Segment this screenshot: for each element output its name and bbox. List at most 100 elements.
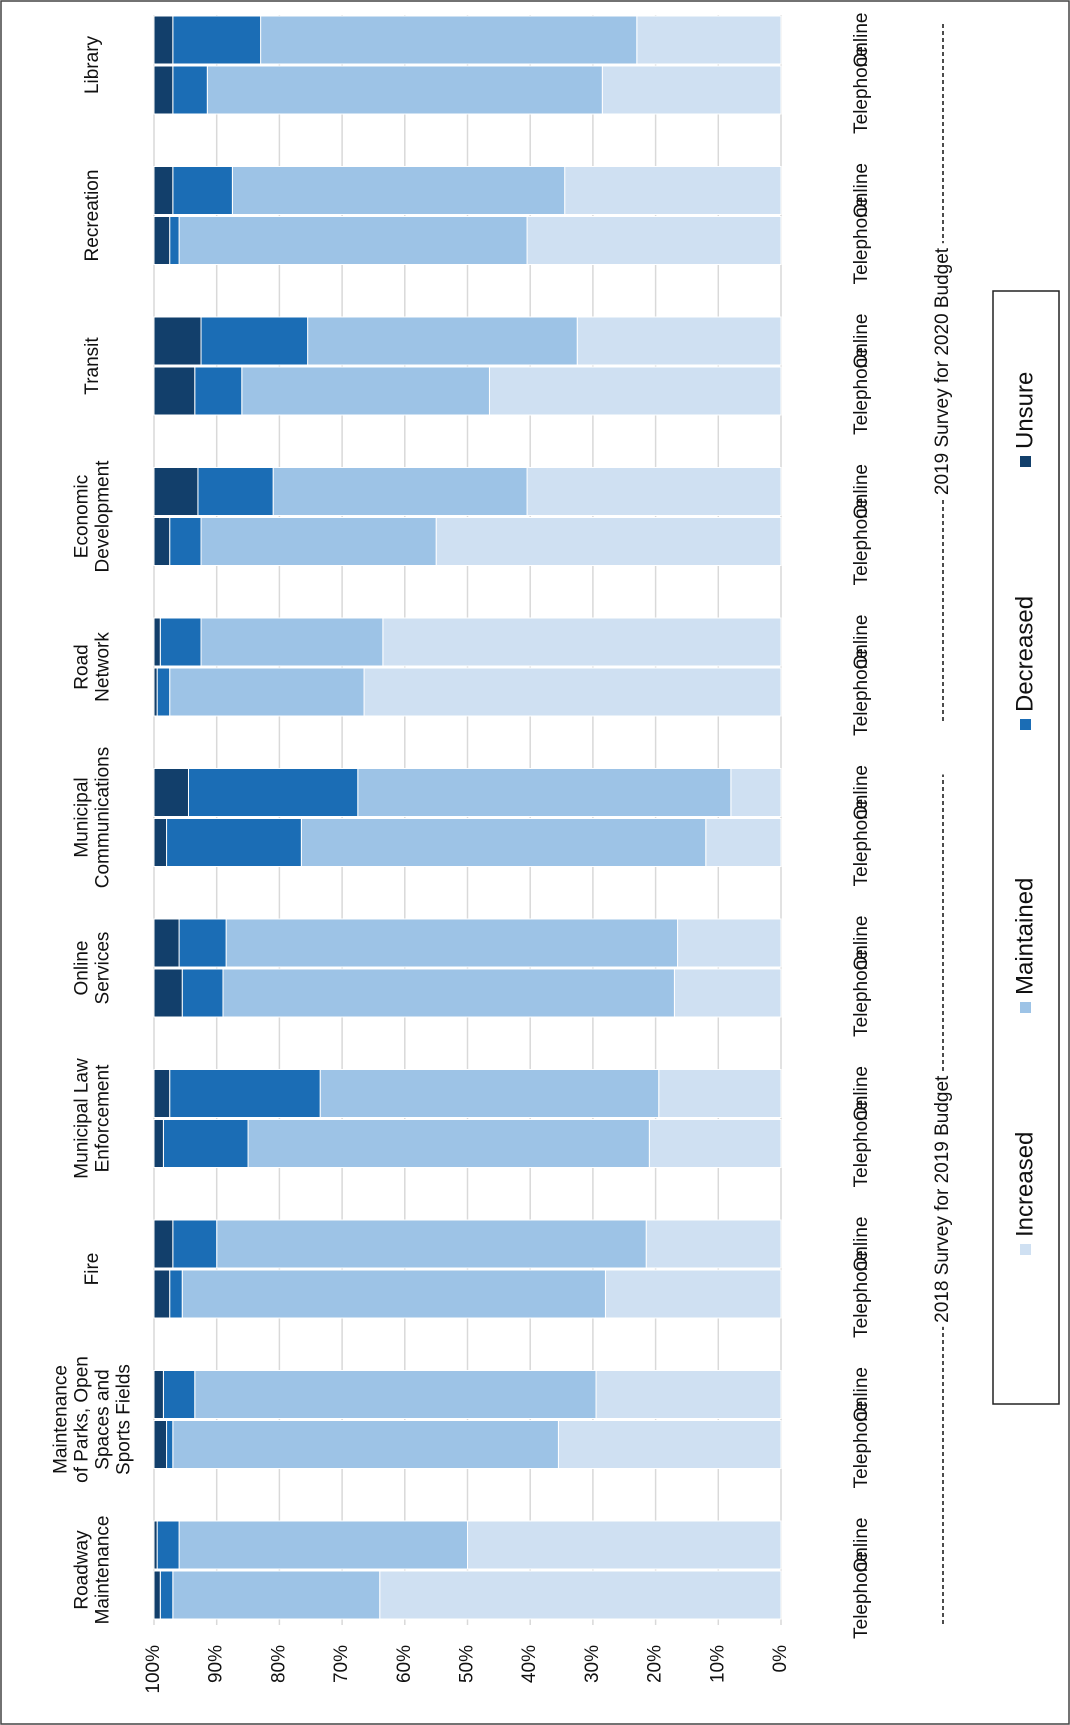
bar-label: Online [851, 13, 872, 68]
bar-segment [153, 65, 174, 115]
bar-segment [260, 15, 638, 65]
bar-segment [169, 1269, 183, 1319]
group-label: 2019 Survey for 2020 Budget [932, 247, 953, 495]
bar-segment [363, 667, 782, 717]
bar-segment [595, 1370, 782, 1419]
bar-segment [604, 1269, 782, 1319]
bar-segment [194, 1370, 597, 1419]
bar-segment [153, 1420, 168, 1469]
bar-segment [153, 617, 161, 667]
bar-segment [636, 15, 782, 65]
category-label: Transit [82, 337, 103, 395]
category-label: Services [93, 932, 114, 1005]
bar-label: Telephone [851, 498, 872, 586]
bar-segment [645, 1219, 782, 1269]
bar-label: Online [851, 464, 872, 519]
bar-segment [153, 166, 174, 215]
bar-segment [601, 65, 782, 115]
bar-segment [206, 65, 603, 115]
y-tick-label: 10% [707, 1645, 728, 1683]
bar-segment [153, 316, 202, 366]
bar-segment [187, 768, 359, 817]
bar-segment [159, 617, 202, 667]
legend-label: Decreased [1011, 596, 1038, 712]
bar-label: Online [851, 314, 872, 369]
y-tick-label: 20% [645, 1645, 666, 1683]
bar-segment [300, 818, 707, 867]
y-tick-label: 40% [519, 1645, 540, 1683]
bar-segment [153, 216, 171, 265]
category-label: Roadway [72, 1530, 93, 1610]
bar-segment [272, 467, 528, 516]
bar-segment [172, 1570, 381, 1620]
bar-segment [181, 1269, 606, 1319]
bar-segment [153, 467, 199, 516]
category-label: Enforcement [93, 1064, 114, 1172]
bar-segment [648, 1119, 782, 1168]
bar-label: Telephone [851, 347, 872, 435]
bar-segment [200, 517, 437, 566]
group-label-bg [932, 1070, 954, 1327]
category-label: Online [72, 941, 93, 996]
y-tick-label: 30% [582, 1645, 603, 1683]
bar-label: Online [851, 1066, 872, 1121]
legend-swatch [1020, 719, 1031, 730]
bar-label: Online [851, 1217, 872, 1272]
bar-segment [172, 65, 208, 115]
y-tick-label: 90% [206, 1645, 227, 1683]
bar-label: Online [851, 765, 872, 820]
category-label: Communications [93, 747, 114, 889]
category-label: Development [93, 460, 114, 573]
bar-segment [658, 1069, 782, 1118]
category-label: Municipal Law [72, 1058, 93, 1179]
bar-segment [216, 1219, 647, 1269]
bar-segment [178, 216, 528, 265]
bar-segment [153, 1069, 171, 1118]
group-label: 2018 Survey for 2019 Budget [932, 1075, 953, 1323]
bar-segment [153, 1119, 164, 1168]
rotated-plot: 0% 10% 20% 30% 40% 50% 60% 70% 80% 90% 100% Roadway… [51, 13, 1060, 1694]
bar-segment [231, 166, 566, 215]
bar-label: Telephone [851, 949, 872, 1037]
bar-segment [169, 1069, 321, 1118]
bar-segment [382, 617, 782, 667]
bar-segment [172, 166, 233, 215]
y-tick-label: 60% [394, 1645, 415, 1683]
bar-segment [557, 1420, 782, 1469]
bar-label: Telephone [851, 799, 872, 887]
bar-segment [153, 1520, 158, 1570]
bar-label: Telephone [851, 1250, 872, 1338]
bar-label: Telephone [851, 1100, 872, 1188]
bar-segment [178, 918, 227, 968]
bar-label: Online [851, 1367, 872, 1422]
y-tick-label: 0% [770, 1645, 791, 1673]
bar-segment [197, 467, 274, 516]
legend-swatch [1020, 1244, 1031, 1255]
bar-segment [319, 1069, 660, 1118]
category-label: Economic [72, 475, 93, 558]
legend-label: Unsure [1011, 372, 1038, 449]
bar-label: Telephone [851, 1401, 872, 1489]
bar-segment [153, 968, 183, 1018]
bar-segment [730, 768, 782, 817]
bar-segment [162, 1370, 196, 1419]
bar-segment [156, 667, 171, 717]
bar-segment [705, 818, 782, 867]
category-label: Maintenance [93, 1516, 114, 1625]
bar-segment [307, 316, 578, 366]
category-label: Library [82, 35, 103, 94]
bar-label: Online [851, 163, 872, 218]
legend-swatch [1020, 1002, 1031, 1013]
category-label: Recreation [82, 170, 103, 262]
category-label: of Parks, Open [72, 1356, 93, 1483]
bar-segment [153, 366, 196, 416]
bar-segment [435, 517, 782, 566]
bar-segment [166, 1420, 174, 1469]
bar-segment [178, 1520, 469, 1570]
y-tick-label: 70% [331, 1645, 352, 1683]
bar-segment [225, 918, 679, 968]
bar-segment [153, 1219, 174, 1269]
bar-segment [156, 1520, 180, 1570]
bar-segment [194, 366, 243, 416]
